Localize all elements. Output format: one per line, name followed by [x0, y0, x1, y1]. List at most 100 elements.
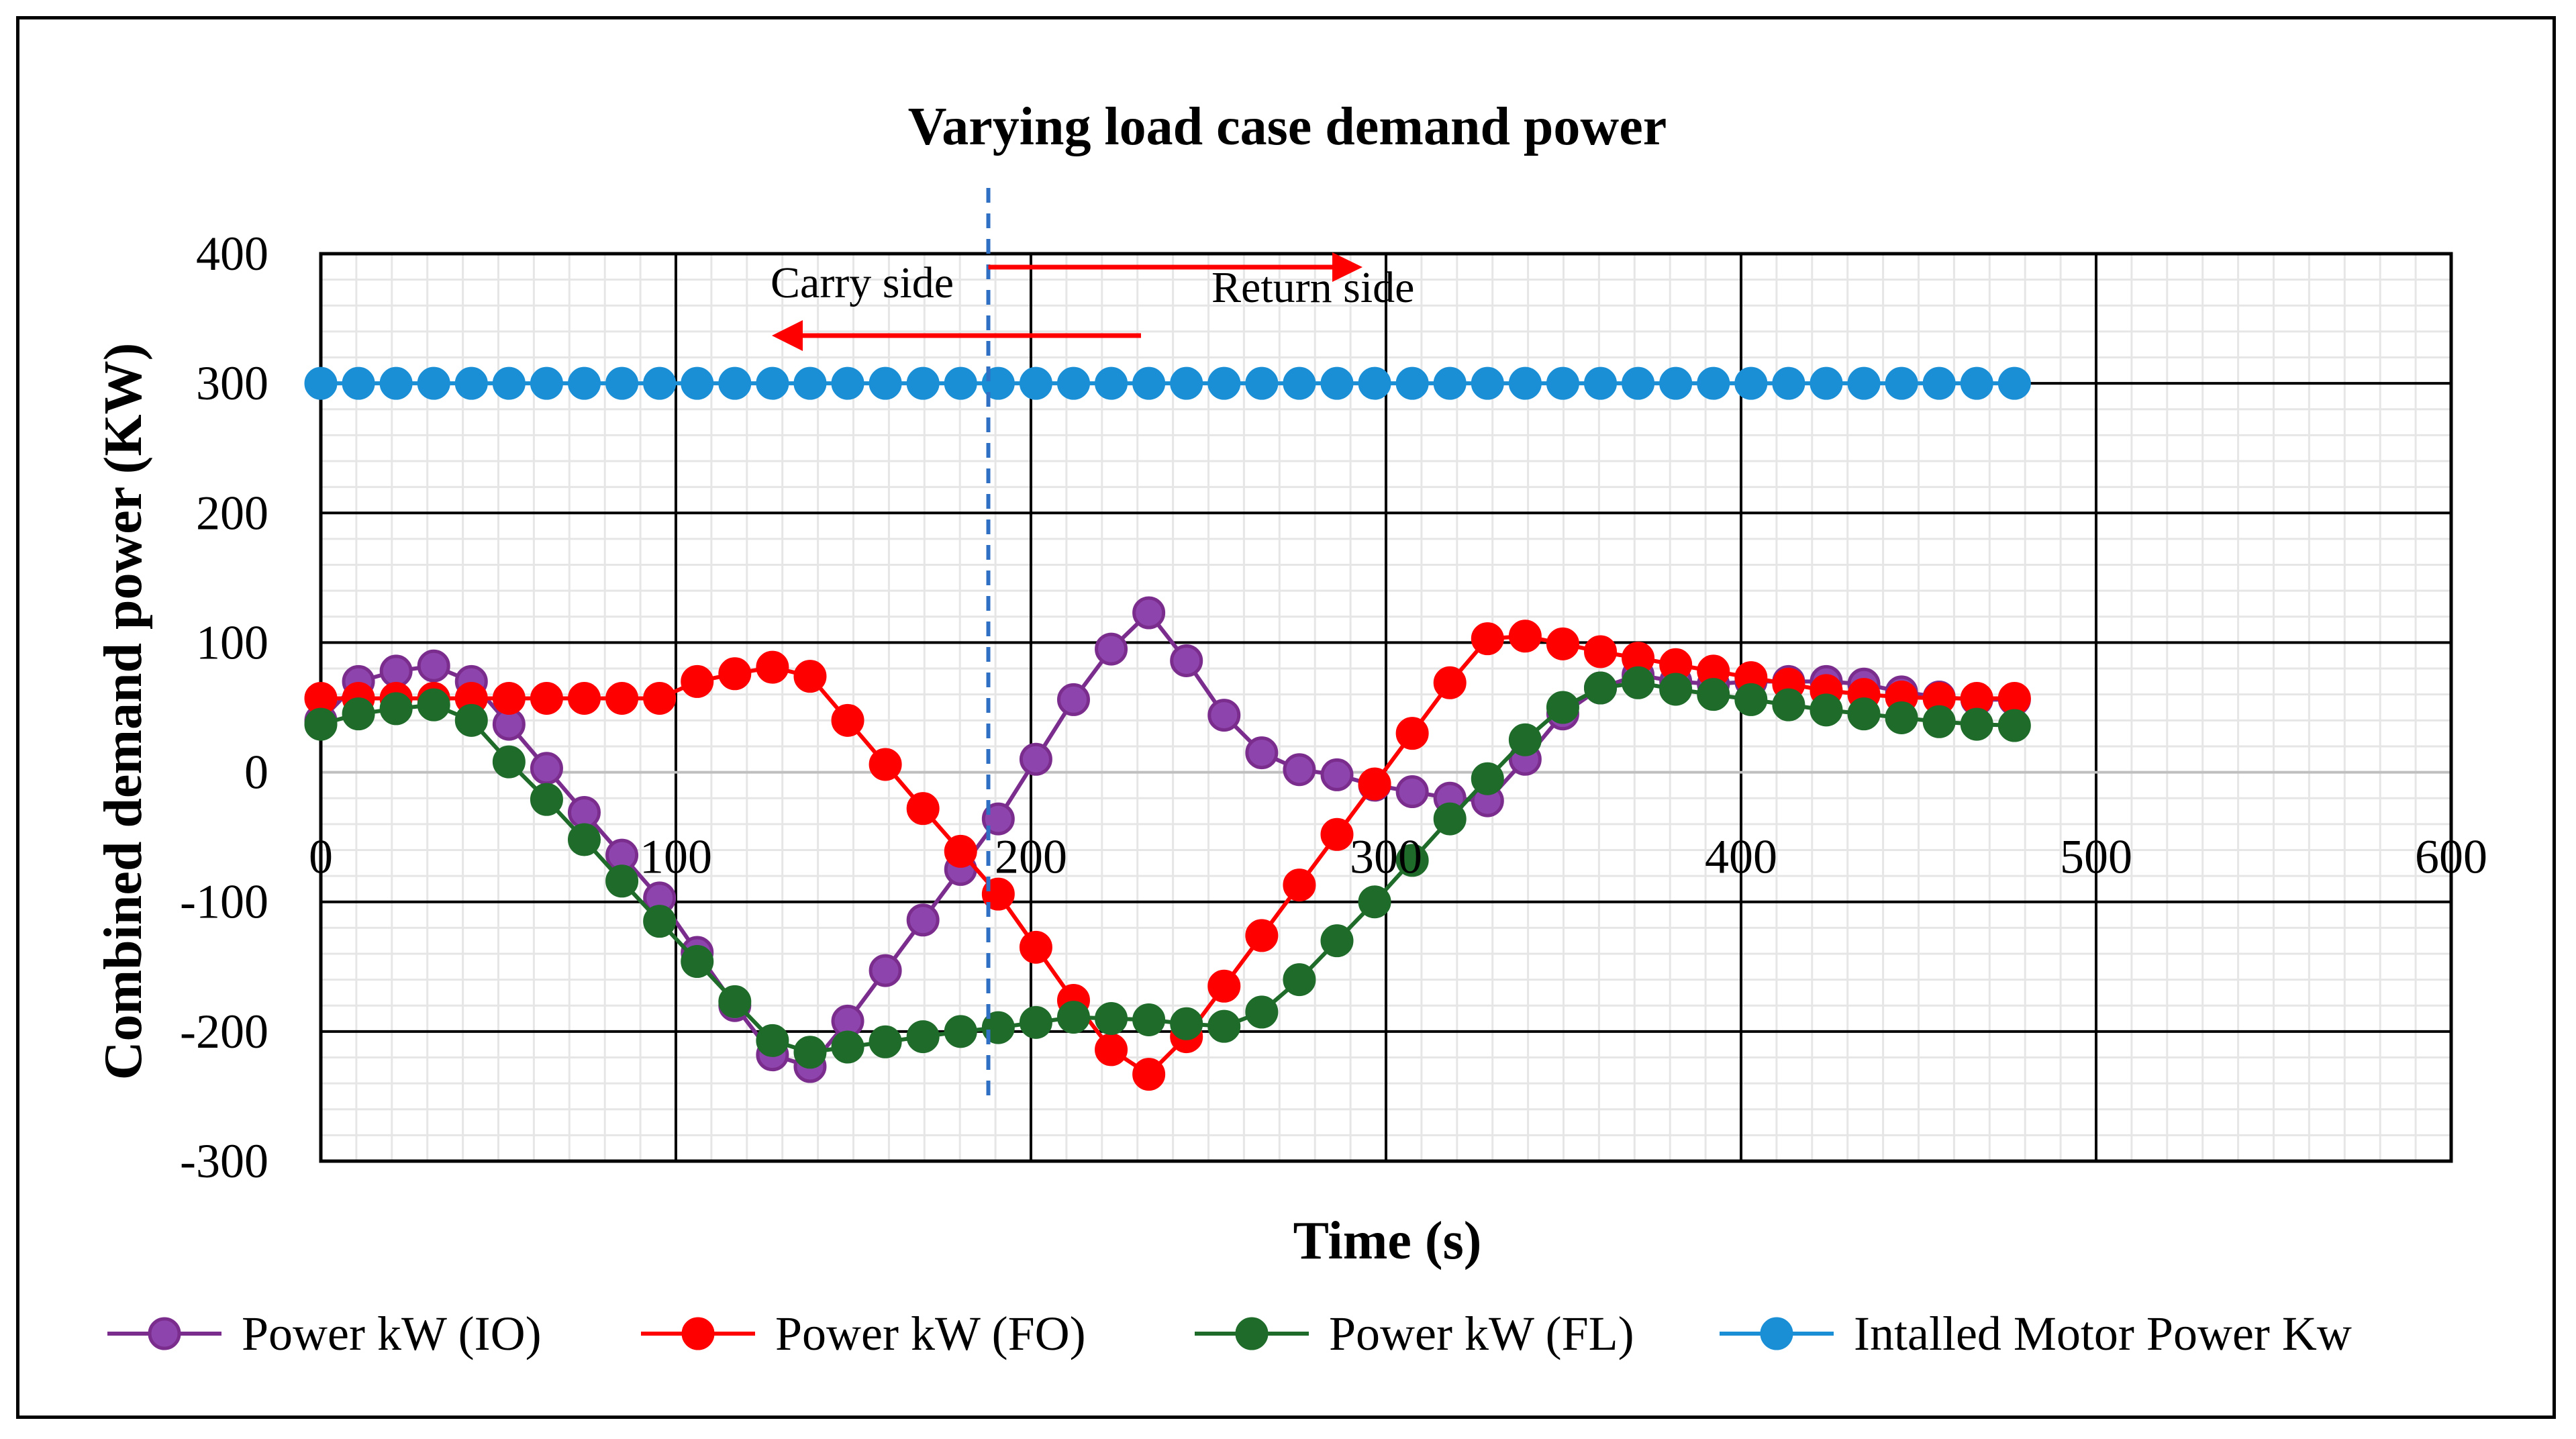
- data-point: [944, 366, 977, 400]
- data-point: [681, 366, 714, 400]
- data-point: [1245, 736, 1279, 770]
- data-point: [643, 681, 677, 715]
- data-point: [756, 1024, 789, 1057]
- data-point: [906, 903, 940, 937]
- data-point: [643, 905, 677, 938]
- return-side-label: Return side: [1211, 263, 1414, 312]
- data-point: [1622, 366, 1655, 400]
- data-point: [1283, 753, 1316, 787]
- y-tick-labels: 400 300 200 100 0 -100 -200 -300: [180, 227, 268, 1188]
- data-point: [1132, 1003, 1166, 1036]
- data-point: [1546, 691, 1579, 724]
- data-point: [379, 654, 413, 688]
- data-point: [718, 985, 752, 1018]
- data-point: [944, 1015, 977, 1048]
- data-point: [981, 366, 1015, 400]
- legend-label: Intalled Motor Power Kw: [1854, 1307, 2352, 1360]
- data-point: [1997, 681, 2031, 715]
- data-point: [1358, 885, 1391, 919]
- data-point: [793, 366, 827, 400]
- data-point: [1697, 678, 1730, 711]
- data-point: [981, 802, 1015, 836]
- y-tick-label: 300: [196, 356, 268, 410]
- data-point: [568, 681, 601, 715]
- x-tick-labels: 0 100 200 300 400 500 600: [309, 830, 2487, 884]
- data-point: [379, 692, 413, 726]
- x-tick-label: 500: [2060, 830, 2132, 884]
- data-point: [605, 864, 639, 898]
- data-point: [1772, 366, 1805, 400]
- data-point: [530, 783, 563, 816]
- data-point: [342, 697, 375, 731]
- annotation-layer: Carry side Return side: [771, 188, 1414, 1101]
- data-point: [906, 366, 940, 400]
- data-point: [1810, 366, 1843, 400]
- series-2: [304, 666, 2031, 1069]
- data-point: [906, 792, 940, 826]
- data-point: [1207, 366, 1241, 400]
- data-point: [1358, 767, 1391, 801]
- data-point: [379, 366, 413, 400]
- data-point: [981, 877, 1015, 911]
- series-line: [320, 681, 2015, 1054]
- data-point: [1132, 596, 1166, 630]
- data-point: [1847, 366, 1881, 400]
- data-point: [1471, 366, 1504, 400]
- data-point: [1847, 697, 1881, 731]
- data-point: [605, 366, 639, 400]
- data-point: [906, 1020, 940, 1054]
- data-point: [869, 1025, 902, 1058]
- data-point: [944, 834, 977, 868]
- data-point: [454, 703, 488, 737]
- x-tick-label: 200: [995, 830, 1067, 884]
- data-point: [304, 707, 338, 741]
- data-point: [568, 795, 601, 829]
- data-point: [1584, 366, 1618, 400]
- data-point: [1395, 366, 1429, 400]
- data-point: [869, 748, 902, 781]
- data-point: [793, 660, 827, 693]
- data-point: [605, 681, 639, 715]
- data-point: [831, 1030, 864, 1064]
- legend-label: Power kW (FL): [1329, 1307, 1634, 1360]
- data-point: [1885, 366, 1918, 400]
- data-point: [1170, 1007, 1203, 1040]
- data-point: [1207, 699, 1241, 732]
- x-tick-label: 0: [309, 830, 333, 884]
- y-tick-label: -200: [180, 1005, 268, 1058]
- data-point: [454, 366, 488, 400]
- data-point: [1320, 817, 1354, 851]
- y-axis-label: Combined demand power (KW): [94, 343, 153, 1081]
- series-line: [319, 609, 2015, 1069]
- legend-marker: [148, 1317, 181, 1350]
- data-point: [530, 681, 563, 715]
- data-point: [1095, 1033, 1128, 1066]
- data-point: [681, 945, 714, 979]
- data-point: [1508, 366, 1542, 400]
- data-point: [1095, 1002, 1128, 1036]
- legend-marker: [1760, 1317, 1793, 1350]
- data-point: [1170, 366, 1203, 400]
- data-point: [1283, 366, 1316, 400]
- data-point: [1433, 366, 1467, 400]
- data-point: [1885, 701, 1918, 734]
- carry-side-label: Carry side: [771, 258, 954, 307]
- data-point: [869, 954, 902, 987]
- y-tick-label: -100: [180, 875, 268, 929]
- data-point: [1283, 869, 1316, 902]
- data-point: [1960, 707, 1993, 741]
- data-point: [1320, 366, 1354, 400]
- data-point: [756, 366, 789, 400]
- return-arrow-head: [1332, 252, 1363, 282]
- data-point: [718, 657, 752, 691]
- data-point: [1997, 709, 2031, 742]
- y-tick-label: 100: [196, 615, 268, 669]
- data-point: [1056, 1001, 1090, 1034]
- y-tick-label: 200: [196, 486, 268, 540]
- legend-marker: [1235, 1317, 1269, 1350]
- data-point: [492, 366, 526, 400]
- data-point: [643, 366, 677, 400]
- data-point: [1358, 366, 1391, 400]
- legend-label: Power kW (IO): [242, 1307, 542, 1360]
